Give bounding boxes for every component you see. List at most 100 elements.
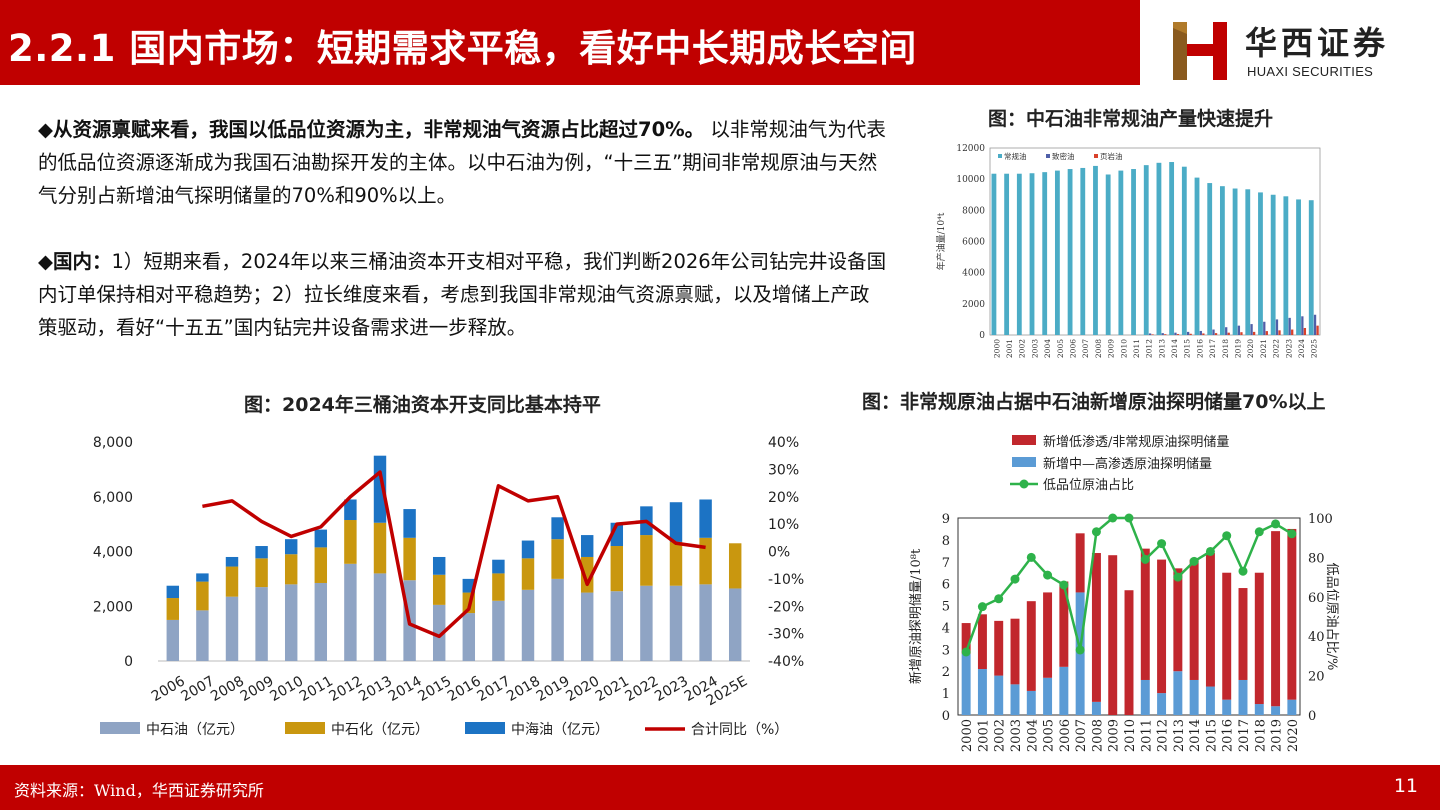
legend-label: 页岩油 xyxy=(1100,151,1123,161)
y-tick-label: 4 xyxy=(942,621,950,636)
bar xyxy=(1043,677,1053,715)
legend-swatch xyxy=(285,722,325,734)
y2-tick-label: 80 xyxy=(1308,551,1325,566)
y2-tick-label: 0% xyxy=(768,545,790,561)
bar xyxy=(1143,165,1149,335)
x-tick-label: 2002 xyxy=(993,719,1008,752)
bar xyxy=(284,554,298,585)
bar xyxy=(1222,699,1232,715)
chart-unconventional-oil-output: 0 2000 4000 6000 8000 10000 12000 年产油量/10⁴t 2000… xyxy=(935,144,1321,358)
bar xyxy=(1059,666,1069,715)
bar xyxy=(1176,334,1180,335)
bar xyxy=(314,547,328,583)
bar xyxy=(196,573,209,582)
bar xyxy=(1250,324,1253,335)
bar xyxy=(1067,169,1073,335)
bar xyxy=(1313,314,1317,335)
x-tick-label: 2008 xyxy=(1094,339,1103,358)
bar xyxy=(551,539,564,579)
bar xyxy=(255,546,268,559)
chart-capex: 0 2,000 4,000 6,000 8,000 -40% -30% -20% -10% 0% 1… xyxy=(93,435,804,738)
bar xyxy=(580,592,594,661)
legend-label: 中海油（亿元） xyxy=(511,722,609,738)
x-tick-label: 2009 xyxy=(1107,719,1122,752)
legend-swatch xyxy=(1046,154,1050,158)
x-tick-label: 2019 xyxy=(1270,719,1285,752)
bar xyxy=(1270,194,1276,335)
bar xyxy=(1252,331,1256,335)
legend-label: 中石油（亿元） xyxy=(146,722,244,738)
bar xyxy=(1219,186,1225,335)
bar xyxy=(432,604,446,661)
x-tick-label: 2025 xyxy=(1310,339,1319,358)
bar xyxy=(403,537,416,581)
bar xyxy=(1189,559,1199,680)
bar xyxy=(225,556,239,567)
line-point xyxy=(1205,546,1215,556)
y-tick-label: 5 xyxy=(942,600,950,615)
bar xyxy=(1271,706,1281,715)
bar xyxy=(699,537,712,585)
x-tick-label: 2011 xyxy=(1139,719,1154,752)
bar xyxy=(1173,671,1183,715)
y2-tick-label: -30% xyxy=(768,627,804,643)
paragraph-body: 以非常规油气为代表的低品位资源逐渐成为我国石油勘探开发的主体。以中石油为例，“十… xyxy=(38,118,886,207)
bar xyxy=(284,584,298,661)
bar xyxy=(1189,679,1199,715)
bar xyxy=(699,584,712,661)
x-tick-label: 2012 xyxy=(1145,339,1154,358)
y-tick-label: 4,000 xyxy=(93,545,133,561)
bar xyxy=(669,585,683,661)
bar xyxy=(1207,183,1213,335)
bar xyxy=(610,546,624,592)
bar xyxy=(1189,333,1192,335)
y-tick-label: 7 xyxy=(942,556,950,571)
x-tick-label: 2000 xyxy=(992,339,1001,358)
x-tick-label: 2018 xyxy=(1253,719,1268,752)
legend-label: 低品位原油占比 xyxy=(1043,478,1134,493)
bar xyxy=(166,585,180,599)
legend-label: 致密油 xyxy=(1052,151,1075,161)
bar xyxy=(1232,188,1238,335)
y2-tick-label: 10% xyxy=(768,517,799,533)
x-tick-label: 2007 xyxy=(1074,719,1089,752)
bar xyxy=(166,598,180,620)
bar xyxy=(1174,332,1177,335)
bar xyxy=(1222,572,1232,700)
bar xyxy=(1161,333,1164,335)
y-tick-label: 6 xyxy=(942,578,950,593)
x-tick-label: 2013 xyxy=(1172,719,1187,752)
bar xyxy=(1029,173,1035,335)
y-tick-label: 2,000 xyxy=(93,599,133,615)
x-tick-label: 2003 xyxy=(1009,719,1024,752)
bar xyxy=(1093,165,1098,335)
bar xyxy=(255,558,268,588)
legend-label: 新增中—高渗透原油探明储量 xyxy=(1043,456,1212,472)
x-tick-label: 2007 xyxy=(1081,339,1090,358)
logo-text-en: HUAXI SECURITIES xyxy=(1247,64,1374,79)
y-tick-label: 9 xyxy=(942,512,950,527)
bar xyxy=(1288,317,1291,335)
bar xyxy=(1108,555,1118,715)
bar xyxy=(669,541,683,586)
bar xyxy=(1004,173,1010,335)
huaxi-logo-icon xyxy=(1173,22,1227,80)
paragraph-lead: 从资源禀赋来看，我国以低品位资源为主，非常规油气资源占比超过70%。 xyxy=(53,118,705,141)
bar xyxy=(551,578,564,661)
bar xyxy=(344,499,357,521)
y-tick-label: 2000 xyxy=(962,300,985,310)
x-tick-label: 2017 xyxy=(1237,719,1252,752)
x-tick-label: 2011 xyxy=(1132,339,1141,358)
legend-swatch xyxy=(100,722,140,734)
bar xyxy=(994,675,1004,715)
bar xyxy=(196,610,209,661)
bar xyxy=(1263,321,1266,335)
bar xyxy=(1205,553,1215,687)
y-tick-label: 0 xyxy=(942,709,950,724)
bar xyxy=(1238,679,1248,715)
bar xyxy=(1258,192,1263,335)
y-tick-label: 6,000 xyxy=(93,490,133,506)
x-tick-label: 2023 xyxy=(1284,339,1293,358)
bar xyxy=(403,509,416,538)
y2-tick-label: -10% xyxy=(768,572,804,588)
